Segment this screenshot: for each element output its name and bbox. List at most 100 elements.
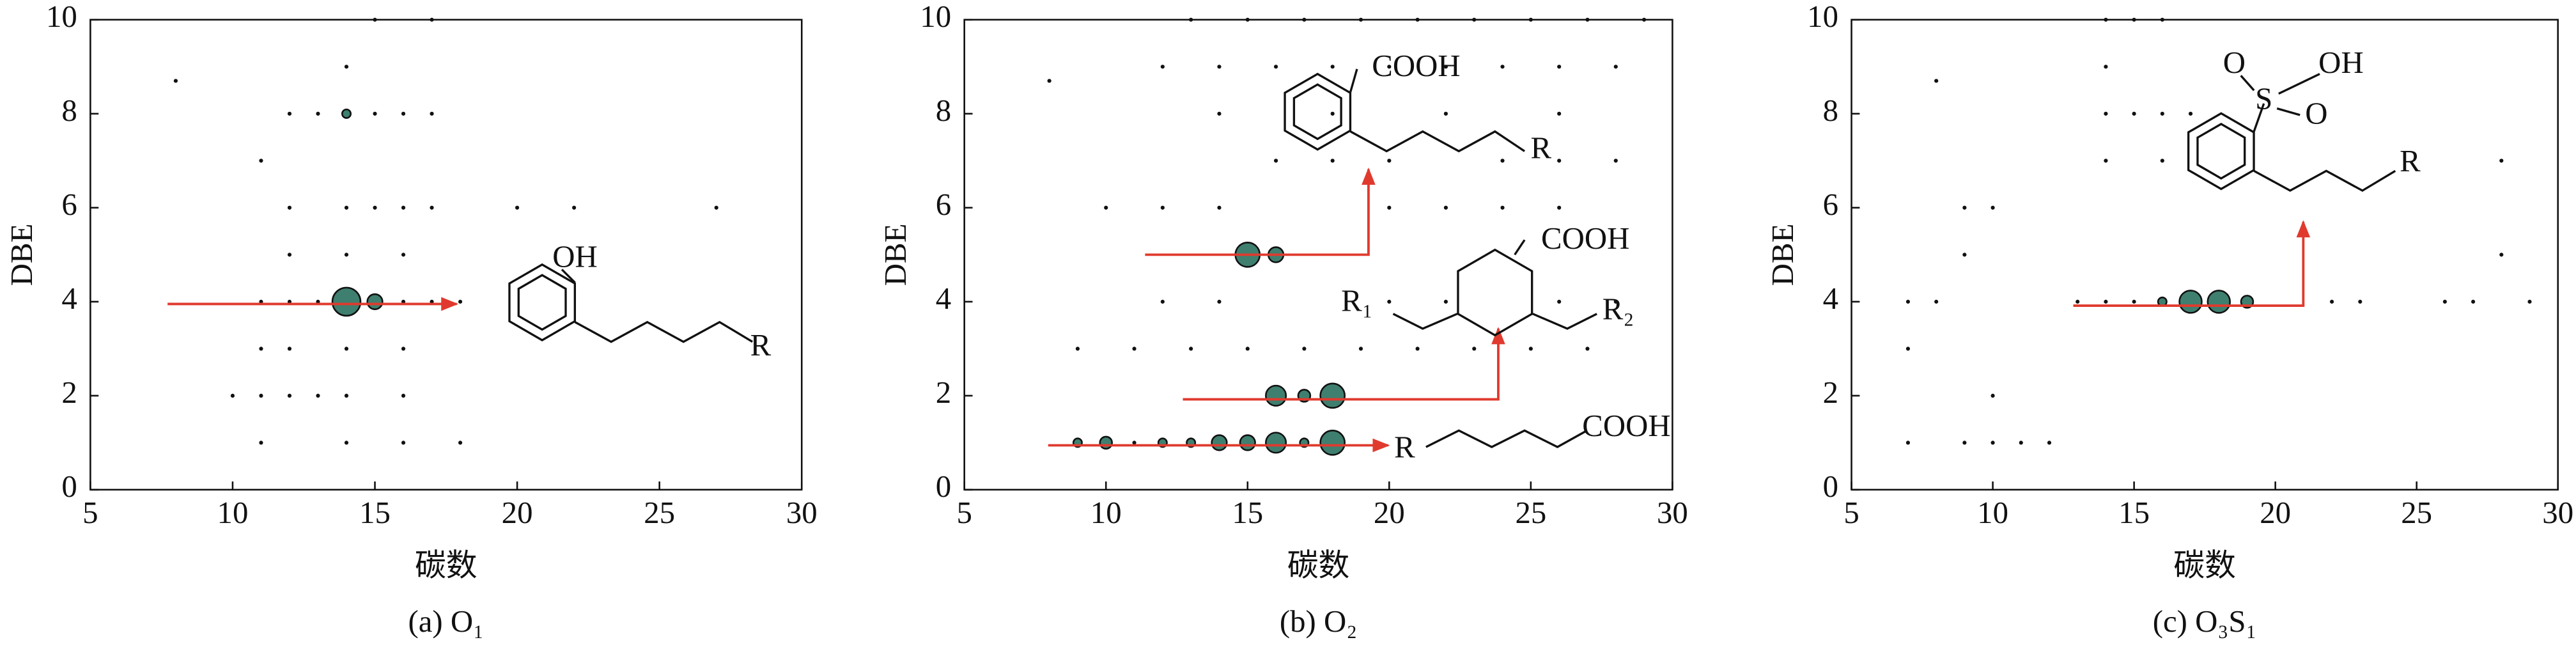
y-tick-label: 6 [61,187,77,222]
x-tick-label: 30 [2542,495,2573,530]
bubble [2160,17,2164,22]
bubble [572,205,577,210]
bubble [1265,384,1287,407]
x-tick-label: 10 [1090,495,1122,530]
bubble [1443,299,1448,304]
annotation: COOH [1541,221,1629,256]
bubble [458,299,463,304]
ring-inner [517,274,567,331]
bubble [1104,205,1108,210]
x-tick-label: 25 [2401,495,2432,530]
bubble [331,286,362,317]
bubble [287,253,292,257]
bubble [1557,205,1562,210]
bubble [1962,205,1967,210]
bubble [1245,347,1250,351]
bubble [1217,299,1222,304]
bond [561,269,576,284]
bond [1349,130,1526,153]
y-tick-label: 2 [61,375,77,410]
bubble [2104,299,2108,304]
bubble [1358,347,1363,351]
panel: 5 10 15 20 25 30 0 2 4 6 8 10 碳数 DBE (a) O₁ OH R [4,0,818,639]
annotation: COOH [1582,408,1670,443]
x-tick-label: 30 [786,495,818,530]
bubble [1160,205,1165,210]
bubble [1387,299,1392,304]
bubble [1302,347,1307,351]
bubble [287,393,292,398]
ring [2187,112,2255,191]
bubble [1443,111,1448,116]
bubble [373,111,377,116]
annotation: O [2305,96,2327,131]
x-tick-label: 20 [1374,495,1405,530]
bubble [373,205,377,210]
x-tick-label: 20 [502,495,533,530]
panel: 5 10 15 20 25 30 0 2 4 6 8 10 碳数 DBE (b) O₂ COOH R COOH R₁… [878,0,1688,639]
bubble [1047,79,1051,83]
bubble [1415,17,1420,22]
bubble [344,205,349,210]
bubble [1528,17,1533,22]
bubble [2104,159,2108,163]
y-axis-label: DBE [1765,224,1800,286]
bubble [401,393,406,398]
bubble [1211,434,1228,451]
panel-title: (a) O₁ [408,604,484,639]
bubble [1330,65,1335,69]
bubble [1557,299,1562,304]
bubble [2178,290,2203,314]
bond [1514,239,1526,256]
bubble [1160,65,1165,69]
bubble [1500,205,1505,210]
bubble [259,347,263,351]
bond [2276,107,2301,116]
bubble [458,441,463,445]
bubble [1189,347,1193,351]
x-axis-label: 碳数 [2173,547,2236,582]
bubble [2019,441,2023,445]
x-tick-label: 10 [1977,495,2008,530]
annotation: O [2223,45,2246,80]
panel-title: (c) O₃S₁ [2153,604,2257,639]
bubble [1934,79,1939,83]
bubble [259,441,263,445]
bubble [1189,17,1193,22]
y-tick-label: 2 [936,375,951,410]
bubble [401,111,406,116]
y-tick-label: 8 [936,93,951,128]
ring [1457,248,1533,337]
bubble [2104,65,2108,69]
bubble [2047,441,2052,445]
ring [508,263,577,341]
bubble [2076,299,2080,304]
bubble [173,79,178,83]
annotation: OH [552,238,598,274]
bond [1392,313,1458,330]
bubble [1962,441,1967,445]
annotation: R₂ [1602,292,1634,327]
bubble [1239,434,1256,451]
bubble [1443,205,1448,210]
y-tick-label: 4 [61,281,77,316]
bubble [1443,65,1448,69]
annotation: OH [2318,45,2364,80]
bubble [1387,65,1392,69]
bubble [1415,347,1420,351]
bubble [2132,17,2136,22]
bubble [1472,347,1477,351]
bubble [316,111,320,116]
y-tick-label: 4 [1823,281,1838,316]
bubble [1472,17,1477,22]
bubble [366,293,384,310]
bubble [1387,205,1392,210]
panel: 5 10 15 20 25 30 0 2 4 6 8 10 碳数 DBE (c) O₃S₁ OS O OH R [1765,0,2573,639]
bubble [2207,290,2231,314]
bubble [344,441,349,445]
x-tick-label: 15 [1232,495,1263,530]
bubble [1585,347,1590,351]
bubble [430,17,434,22]
bubble [344,65,349,69]
bubble [1557,65,1562,69]
